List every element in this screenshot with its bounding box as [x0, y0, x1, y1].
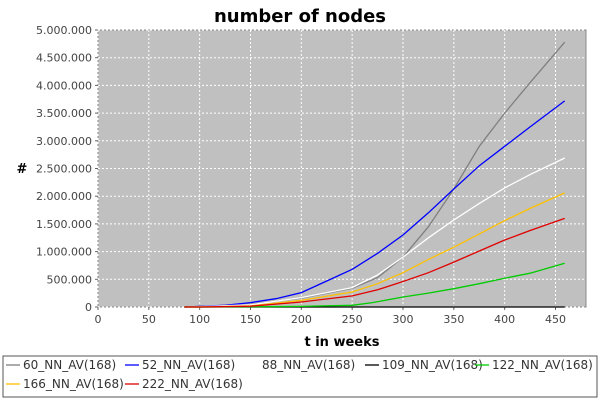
x-tick-label: 50: [142, 313, 156, 326]
y-tick-label: 4.500.000: [36, 52, 92, 65]
y-tick-label: 2.500.000: [36, 163, 92, 176]
x-tick-label: 450: [545, 313, 566, 326]
x-tick-label: 350: [443, 313, 464, 326]
x-tick-label: 200: [291, 313, 312, 326]
y-tick-label: 3.000.000: [36, 135, 92, 148]
legend-item-label: 109_NN_AV(168): [382, 358, 483, 372]
y-tick-label: 4.000.000: [36, 79, 92, 92]
y-tick-label: 5.000.000: [36, 24, 92, 37]
x-tick-label: 0: [95, 313, 102, 326]
legend-box: [2, 355, 598, 398]
legend-item-label: 60_NN_AV(168): [23, 358, 116, 372]
x-tick-label: 400: [494, 313, 515, 326]
y-tick-label: 500.000: [47, 273, 93, 286]
legend-item-label: 222_NN_AV(168): [142, 377, 243, 391]
x-tick-label: 100: [189, 313, 210, 326]
y-axis-label: #: [17, 162, 28, 177]
legend-item-label: 122_NN_AV(168): [492, 358, 593, 372]
y-tick-label: 2.000.000: [36, 190, 92, 203]
y-tick-label: 0: [85, 301, 92, 314]
grid: [97, 29, 586, 308]
series-line-222_NN_AV(168): [184, 217, 565, 308]
axes: 0 500.000 1.000.000 1.500.000 2.000.000 2.500…: [36, 24, 566, 326]
y-tick-label: 1.000.000: [36, 246, 92, 259]
x-tick-label: 300: [393, 313, 414, 326]
legend: 60_NN_AV(168) 52_NN_AV(168) 88_NN_AV(168) 1…: [6, 358, 593, 391]
y-tick-label: 3.500.000: [36, 107, 92, 120]
y-tick-label: 1.500.000: [36, 218, 92, 231]
series-line-88_NN_AV(168): [184, 157, 565, 308]
legend-item-label: 166_NN_AV(168): [23, 377, 124, 391]
legend-item-label: 52_NN_AV(168): [142, 358, 235, 372]
legend-item-label: 88_NN_AV(168): [262, 358, 355, 372]
chart-title: number of nodes: [214, 6, 386, 27]
x-tick-label: 250: [342, 313, 363, 326]
series-layer: [184, 41, 566, 308]
x-axis-label: t in weeks: [304, 335, 379, 350]
series-line-52_NN_AV(168): [184, 100, 566, 308]
x-tick-label: 150: [240, 313, 261, 326]
